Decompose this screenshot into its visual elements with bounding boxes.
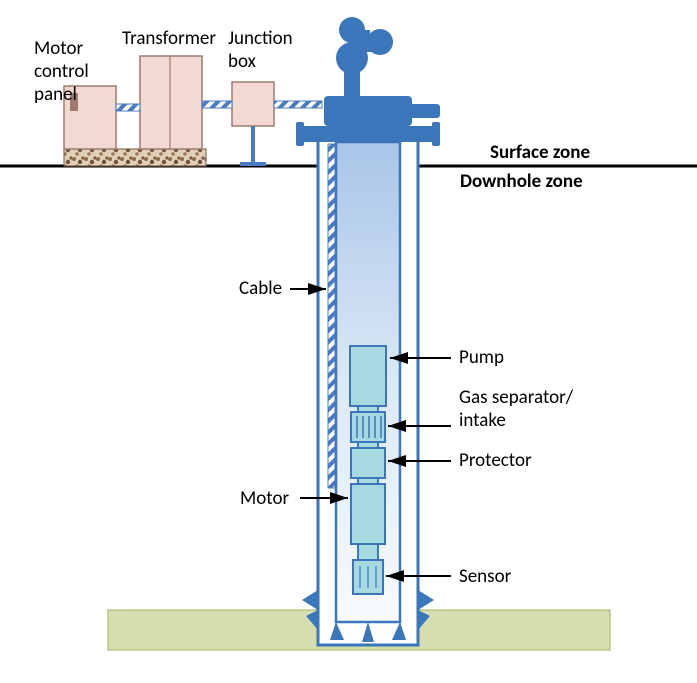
surface-zone-label: Surface zone: [490, 142, 590, 165]
transformer-box: [140, 56, 202, 149]
protector-component: [351, 448, 385, 478]
downhole-zone-label: Downhole zone: [460, 171, 583, 194]
downhole-cable: [328, 144, 335, 488]
pump-component: [350, 346, 386, 406]
pump-label: Pump: [459, 347, 504, 370]
motor-control-panel-label: Motor control panel: [34, 38, 89, 106]
gravel-pad: [64, 149, 206, 166]
protector-label: Protector: [459, 450, 532, 473]
motor-component: [351, 484, 385, 544]
motor-label: Motor: [240, 488, 289, 511]
wellhead: [296, 17, 440, 146]
gas-separator-component: [351, 412, 385, 442]
junction-box: [232, 82, 274, 164]
sensor-component: [353, 560, 383, 594]
gas-separator-label: Gas separator/ intake: [459, 387, 573, 433]
transformer-label: Transformer: [122, 28, 216, 51]
sensor-label: Sensor: [459, 566, 511, 589]
junction-box-label: Junction box: [228, 28, 293, 74]
cable-label: Cable: [239, 278, 282, 301]
